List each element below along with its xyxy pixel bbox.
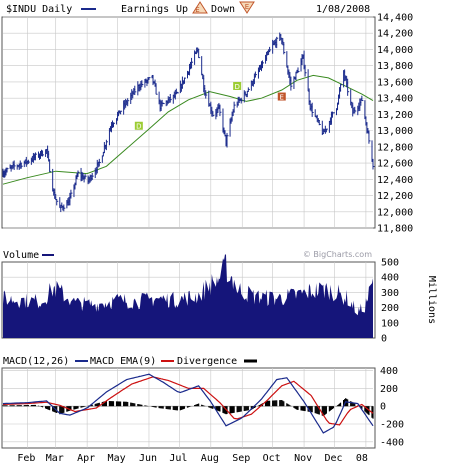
price-tick-label: 12,400 [377,175,413,186]
volume-tick-label: 300 [381,288,399,299]
month-label: Aug [201,453,219,464]
legend-macd-label: MACD(12,26) [3,356,69,367]
macd-tick-label: 400 [380,366,398,377]
volume-tick-label: 0 [381,334,387,345]
macd-y-axis: -400 -200 0 200 400 [380,366,404,448]
month-label: Feb [17,453,35,464]
volume-tick-label: 500 [381,258,399,269]
price-tick-label: 12,000 [377,207,413,218]
month-label: Mar [46,453,64,464]
price-tick-label: 12,800 [377,142,413,153]
earnings-label: Earnings [121,4,169,15]
price-tick-label: 13,000 [377,126,413,137]
earnings-up-label: Up [176,4,188,15]
price-frame [1,16,376,229]
price-grid [3,16,373,229]
dividend-marker [233,81,242,90]
volume-tick-label: 400 [381,273,399,284]
macd-tick-label: 200 [380,384,398,395]
earnings-marker [277,92,286,101]
price-bars [2,32,375,213]
month-label: Dec [324,453,342,464]
earnings-marker-label: E [280,94,284,102]
month-label: Oct [263,453,281,464]
moving-average-path [2,74,374,185]
month-label: Sep [232,453,250,464]
price-tick-label: 13,400 [377,94,413,105]
macd-tick-label: -400 [380,437,404,448]
volume-tick-label: 200 [381,303,399,314]
svg-text:E: E [195,6,199,14]
symbol-label: $INDU Daily [6,4,72,15]
macd-tick-label: -200 [380,420,404,431]
volume-panel: 0 100 200 300 400 500 [1,254,399,345]
macd-panel: -400 -200 0 200 400 [1,366,404,449]
chart-date: 1/08/2008 [316,4,370,15]
price-tick-label: 12,200 [377,191,413,202]
event-markers: D D E [134,81,286,131]
month-label: Jun [139,453,157,464]
month-label: May [108,453,126,464]
month-label: Apr [77,453,95,464]
month-label: Jul [169,453,187,464]
price-y-axis: 11,800 12,000 12,200 12,400 12,600 12,800 13,0… [377,13,413,235]
ema-line [3,376,374,426]
watermark: © BigCharts.com [303,250,372,259]
macd-tick-label: 0 [380,402,386,413]
legend-ema-label: MACD EMA(9) [90,356,156,367]
macd-legend: MACD(12,26) MACD EMA(9) Divergence [3,356,257,367]
price-tick-label: 14,200 [377,29,413,40]
price-tick-label: 14,400 [377,13,413,24]
month-label: Nov [294,453,312,464]
x-axis-labels: Feb Mar Apr May Jun Jul Aug Sep Oct Nov Dec 08 [17,453,368,464]
volume-bars [3,254,373,338]
price-panel: D D E 11,800 12,000 12,200 12,400 12,600 12,800… [1,13,413,235]
legend-divergence-label: Divergence [177,356,237,367]
dividend-marker-label: D [136,123,141,131]
month-label: 08 [356,453,368,464]
volume-label: Volume [3,250,39,261]
price-tick-label: 11,800 [377,224,413,235]
price-tick-label: 13,800 [377,61,413,72]
dividend-marker-label: D [234,83,239,91]
svg-text:E: E [245,3,249,11]
volume-y-axis: 0 100 200 300 400 500 [381,258,399,345]
dividend-marker [134,121,143,130]
macd-line [2,373,374,434]
price-tick-label: 13,600 [377,77,413,88]
moving-average-line [2,74,374,185]
price-tick-label: 13,200 [377,110,413,121]
volume-unit-label: Millions [426,276,437,324]
earnings-up-icon: E [192,1,208,14]
earnings-down-label: Down [211,4,235,15]
earnings-down-icon: E [239,1,255,14]
price-tick-label: 14,000 [377,45,413,56]
price-tick-label: 12,600 [377,159,413,170]
volume-tick-label: 100 [381,318,399,329]
